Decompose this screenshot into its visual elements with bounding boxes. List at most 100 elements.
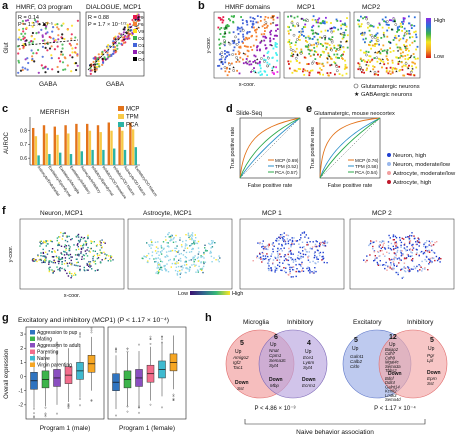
scatter-point <box>126 35 129 38</box>
tissue-spot <box>204 250 207 252</box>
map-spot <box>289 46 292 48</box>
tissue-spot <box>407 269 409 272</box>
map-spot <box>298 31 301 33</box>
map-spot <box>295 70 298 73</box>
map-spot <box>324 42 327 45</box>
scatter-point <box>117 42 121 45</box>
outlier <box>67 404 70 407</box>
map-spot <box>404 55 407 57</box>
tissue-spot <box>313 252 316 255</box>
panel-c: c MERFISH AUROC 0.6 0.7 0.8 Astrocyte/Endo… <box>0 103 158 203</box>
panel-b-map-1: ★★★★★★★★★★★★★★★★★★★ <box>217 15 279 77</box>
tissue-spot <box>302 267 304 269</box>
tissue-spot <box>75 264 77 267</box>
map-spot <box>366 61 369 63</box>
map-spot <box>275 46 278 48</box>
legend-swatch <box>118 122 124 127</box>
tissue-spot <box>46 240 49 242</box>
tissue-spot <box>407 266 409 268</box>
scatter-point <box>18 36 21 39</box>
map-spot <box>221 61 224 63</box>
tissue-spot <box>406 253 409 256</box>
tissue-spot <box>272 259 275 261</box>
tissue-spot <box>384 247 386 249</box>
map-spot <box>365 50 368 53</box>
tissue-spot <box>370 240 372 242</box>
tissue-spot <box>275 267 278 270</box>
tissue-spot <box>163 265 165 267</box>
tissue-spot <box>299 264 302 266</box>
tissue-spot <box>286 259 288 261</box>
tissue-spot <box>45 245 47 247</box>
venn-right-label-b: Inhibitory <box>407 319 434 326</box>
map-spot <box>383 20 385 23</box>
map-spot <box>259 70 262 73</box>
map-spot <box>269 22 272 25</box>
tissue-spot <box>45 240 47 242</box>
tissue-spot <box>315 262 317 265</box>
tissue-spot <box>63 232 66 234</box>
tissue-spot <box>197 260 200 262</box>
tissue-spot <box>187 234 189 236</box>
panel-a-left-r: R = 0.14 <box>18 15 39 21</box>
tissue-spot <box>160 268 162 271</box>
tissue-spot <box>378 245 380 247</box>
legend-label: F9 <box>138 15 144 21</box>
gaba-marker: ★ <box>330 63 334 67</box>
tissue-spot <box>42 242 44 244</box>
map-spot <box>222 19 225 22</box>
gaba-marker: ★ <box>390 27 394 31</box>
tissue-spot <box>292 259 295 262</box>
map-spot <box>338 44 341 47</box>
map-spot <box>265 22 268 25</box>
tissue-spot <box>386 251 388 253</box>
map-spot <box>363 31 366 34</box>
tissue-spot <box>410 268 413 270</box>
map-spot <box>256 46 258 49</box>
map-spot <box>333 61 336 63</box>
map-spot <box>248 63 251 66</box>
tissue-spot <box>383 240 385 242</box>
tissue-spot <box>427 269 429 271</box>
tissue-spot <box>176 273 178 275</box>
scatter-point <box>56 65 59 69</box>
map-spot <box>395 43 398 46</box>
scatter-point <box>37 48 40 52</box>
tissue-spot <box>176 261 178 263</box>
map-spot <box>406 54 409 56</box>
map-spot <box>303 35 305 37</box>
outlier <box>33 407 35 410</box>
map-spot <box>292 24 295 27</box>
tissue-spot <box>167 271 170 273</box>
map-spot <box>322 20 324 22</box>
outlier <box>56 412 58 415</box>
map-spot <box>223 44 226 47</box>
tissue-spot <box>402 238 405 240</box>
panel-c-chart: MERFISH AUROC 0.60.70.8 Astrocyte/Endoth… <box>4 106 158 200</box>
venn-left-up-b: Up <box>305 349 312 355</box>
map-spot <box>318 17 321 20</box>
map-spot <box>341 57 343 59</box>
gaba-marker: ★ <box>292 53 296 57</box>
tissue-spot <box>110 256 112 259</box>
tissue-spot <box>392 268 394 271</box>
map-spot <box>414 30 417 33</box>
map-spot <box>372 68 375 71</box>
tissue-spot <box>386 269 388 271</box>
tissue-spot <box>264 255 267 257</box>
map-spot <box>358 25 361 28</box>
map-spot <box>244 53 247 56</box>
scatter-point <box>38 23 41 26</box>
map-spot <box>251 22 254 25</box>
tissue-spot <box>295 264 297 266</box>
scatter-point <box>108 45 111 48</box>
map-spot <box>219 53 221 56</box>
gaba-marker: ★ <box>382 33 386 37</box>
tissue-spot <box>210 247 212 249</box>
tissue-spot <box>277 254 280 257</box>
bar-tpm <box>67 133 70 165</box>
tissue-spot <box>87 269 89 271</box>
tissue-spot <box>387 265 389 267</box>
